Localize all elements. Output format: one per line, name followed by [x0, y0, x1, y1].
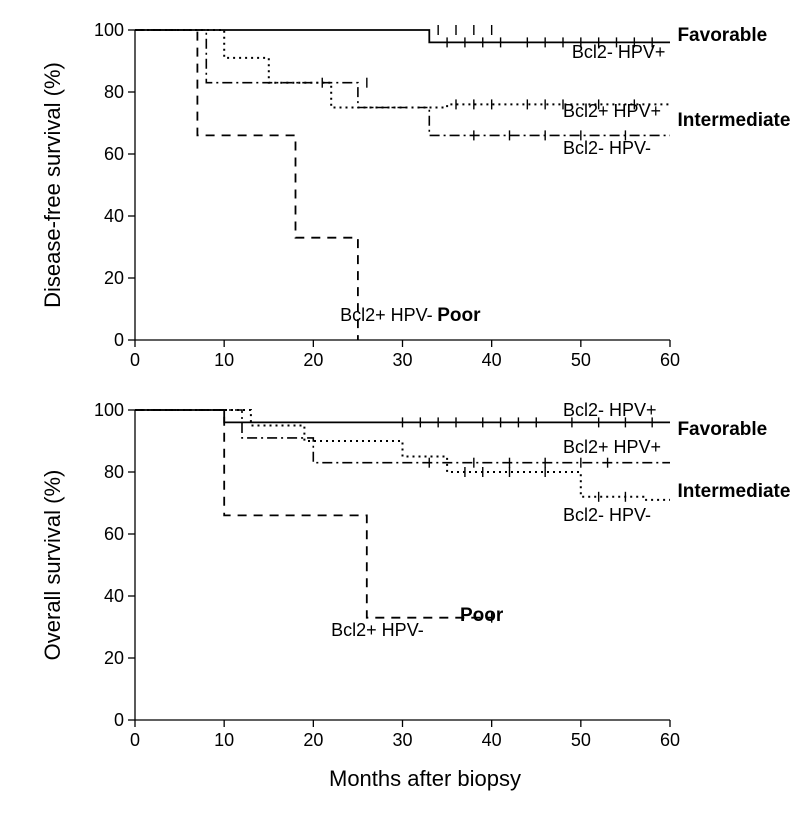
- xtick-label: 10: [214, 350, 234, 370]
- group-label: Intermediate: [677, 110, 790, 132]
- group-label: Poor: [460, 605, 503, 627]
- ytick-label: 40: [104, 586, 124, 606]
- group-label: Poor: [437, 305, 480, 327]
- series-label: Bcl2- HPV-: [563, 505, 651, 526]
- ytick-label: 60: [104, 524, 124, 544]
- ytick-label: 20: [104, 648, 124, 668]
- xtick-label: 50: [571, 730, 591, 750]
- xtick-label: 10: [214, 730, 234, 750]
- xtick-label: 0: [130, 730, 140, 750]
- ytick-label: 20: [104, 268, 124, 288]
- x-axis-label: Months after biopsy: [95, 766, 755, 792]
- series-label: Bcl2- HPV-: [563, 138, 651, 159]
- ytick-label: 100: [94, 20, 124, 40]
- y-axis-label-os: Overall survival (%): [40, 410, 66, 720]
- series-label: Bcl2+ HPV-: [340, 305, 433, 326]
- ytick-label: 80: [104, 462, 124, 482]
- y-axis-label-dfs: Disease-free survival (%): [40, 30, 66, 340]
- xtick-label: 50: [571, 350, 591, 370]
- xtick-label: 40: [482, 730, 502, 750]
- survival-figure: 0204060801000102030405060FavorableBcl2- …: [0, 0, 800, 827]
- series-bcl2-hpv-: [135, 30, 670, 42]
- xtick-label: 60: [660, 730, 680, 750]
- ytick-label: 0: [114, 330, 124, 350]
- group-label: Favorable: [677, 419, 767, 441]
- panel-os: 0204060801000102030405060Bcl2- HPV+Favor…: [95, 410, 755, 720]
- group-label: Favorable: [677, 25, 767, 47]
- group-label: Intermediate: [677, 481, 790, 503]
- ytick-label: 100: [94, 400, 124, 420]
- series-label: Bcl2+ HPV+: [563, 437, 661, 458]
- series-label: Bcl2- HPV+: [563, 400, 657, 421]
- plot-dfs: 0204060801000102030405060: [95, 30, 755, 340]
- ytick-label: 60: [104, 144, 124, 164]
- series-label: Bcl2+ HPV+: [563, 101, 661, 122]
- ytick-label: 40: [104, 206, 124, 226]
- series-label: Bcl2- HPV+: [572, 42, 666, 63]
- xtick-label: 30: [392, 350, 412, 370]
- xtick-label: 0: [130, 350, 140, 370]
- series-bcl2-hpv-: [135, 30, 358, 340]
- ytick-label: 0: [114, 710, 124, 730]
- xtick-label: 20: [303, 350, 323, 370]
- xtick-label: 20: [303, 730, 323, 750]
- xtick-label: 40: [482, 350, 502, 370]
- ytick-label: 80: [104, 82, 124, 102]
- xtick-label: 30: [392, 730, 412, 750]
- xtick-label: 60: [660, 350, 680, 370]
- series-label: Bcl2+ HPV-: [331, 620, 424, 641]
- panel-dfs: 0204060801000102030405060FavorableBcl2- …: [95, 30, 755, 340]
